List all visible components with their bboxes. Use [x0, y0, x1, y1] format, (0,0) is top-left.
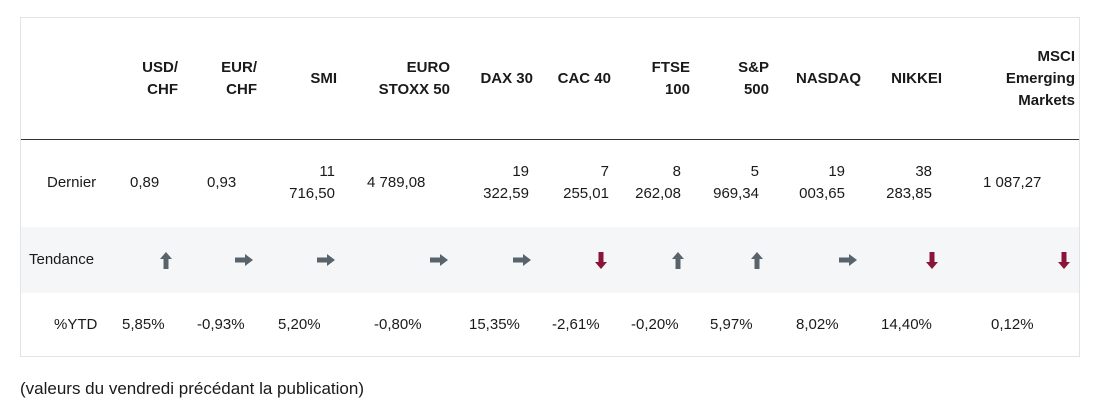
col-header-usd-chf: USD/ CHF — [142, 58, 178, 98]
cell-ytd-sp-500: 5,97% — [710, 315, 753, 333]
cell-ytd-dax-30: 15,35% — [469, 315, 520, 333]
cell-last-eur-chf: 0,93 — [207, 174, 237, 191]
cell-last-dax-30: 19 322,59 — [483, 163, 529, 202]
row-label-last: Dernier — [47, 174, 97, 191]
table-row-last: Dernier 0,89 0,93 11 716,50 4 789,08 19 … — [21, 139, 1079, 227]
arrow-right-icon — [424, 227, 454, 293]
col-header-sp-500: S&P 500 — [738, 58, 769, 98]
arrow-right-icon — [833, 227, 863, 293]
cell-ytd-eur-chf: -0,93% — [197, 315, 245, 333]
col-header-ftse-100: FTSE 100 — [651, 58, 690, 98]
col-header-cac-40: CAC 40 — [557, 69, 611, 87]
cell-ytd-msci-em: 0,12% — [991, 315, 1034, 333]
cell-ytd-euro-stoxx-50: -0,80% — [374, 315, 422, 333]
arrow-up-icon — [151, 227, 181, 293]
cell-ytd-nasdaq: 8,02% — [796, 315, 839, 333]
market-table: USD/ CHF EUR/ CHF SMI EURO STOXX 50 DAX … — [20, 17, 1080, 357]
col-header-nikkei: NIKKEI — [891, 69, 942, 87]
cell-last-euro-stoxx-50: 4 789,08 — [367, 174, 426, 191]
table-row-ytd: %YTD 5,85% -0,93% 5,20% -0,80% 15,35% -2… — [21, 293, 1079, 356]
cell-last-ftse-100: 8 262,08 — [635, 163, 681, 202]
cell-last-msci-em: 1 087,27 — [983, 174, 1042, 191]
footnote: (valeurs du vendredi précédant la public… — [20, 379, 364, 398]
arrow-up-icon — [663, 227, 693, 293]
cell-last-nikkei: 38 283,85 — [886, 163, 932, 202]
col-header-eur-chf: EUR/ CHF — [221, 58, 257, 98]
col-header-dax-30: DAX 30 — [480, 69, 533, 87]
col-header-msci-em: MSCI Emerging Markets — [1005, 47, 1075, 109]
col-header-nasdaq: NASDAQ — [795, 69, 861, 87]
cell-ytd-smi: 5,20% — [278, 315, 321, 333]
arrow-down-icon — [917, 227, 947, 293]
arrow-right-icon — [311, 227, 341, 293]
cell-last-smi: 11 716,50 — [289, 163, 335, 202]
table-row-trend: Tendance — [21, 227, 1079, 293]
cell-ytd-usd-chf: 5,85% — [122, 315, 165, 333]
arrow-up-icon — [742, 227, 772, 293]
cell-last-nasdaq: 19 003,65 — [799, 163, 845, 202]
cell-ytd-ftse-100: -0,20% — [631, 315, 679, 333]
arrow-down-icon — [586, 227, 616, 293]
table-header-row: USD/ CHF EUR/ CHF SMI EURO STOXX 50 DAX … — [21, 18, 1079, 140]
cell-last-usd-chf: 0,89 — [130, 174, 160, 191]
arrow-down-icon — [1049, 227, 1079, 293]
cell-ytd-cac-40: -2,61% — [552, 315, 600, 333]
col-header-euro-stoxx-50: EURO STOXX 50 — [378, 58, 450, 98]
cell-ytd-nikkei: 14,40% — [881, 315, 932, 333]
arrow-right-icon — [507, 227, 537, 293]
cell-last-cac-40: 7 255,01 — [563, 163, 609, 202]
arrow-right-icon — [229, 227, 259, 293]
col-header-smi: SMI — [310, 69, 337, 87]
row-label-trend: Tendance — [29, 251, 95, 268]
cell-last-sp-500: 5 969,34 — [713, 163, 759, 202]
row-label-ytd: %YTD — [54, 315, 98, 333]
